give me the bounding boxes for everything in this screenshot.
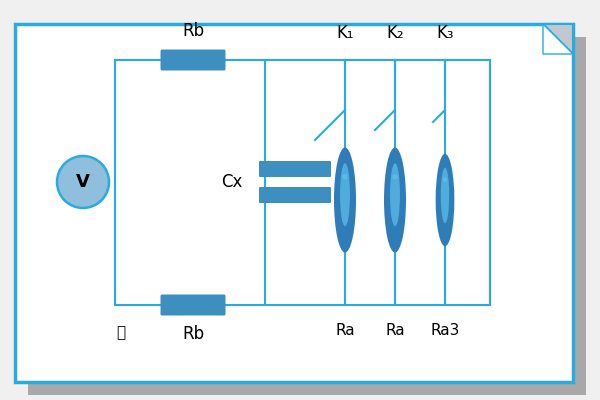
FancyBboxPatch shape [259, 161, 331, 177]
FancyBboxPatch shape [259, 187, 331, 203]
Ellipse shape [441, 168, 449, 223]
Ellipse shape [57, 156, 109, 208]
Ellipse shape [390, 163, 400, 226]
Text: K₃: K₃ [436, 24, 454, 42]
Polygon shape [543, 24, 573, 54]
Text: V: V [76, 173, 90, 191]
Text: Ra: Ra [385, 323, 405, 338]
Ellipse shape [384, 148, 406, 252]
Text: K₂: K₂ [386, 24, 404, 42]
Ellipse shape [436, 154, 454, 246]
Text: 四: 四 [116, 325, 125, 340]
FancyBboxPatch shape [161, 50, 226, 70]
Ellipse shape [443, 177, 448, 182]
Text: Ra3: Ra3 [430, 323, 460, 338]
Ellipse shape [392, 174, 398, 180]
Text: Ra: Ra [335, 323, 355, 338]
Text: Cx: Cx [221, 173, 243, 191]
FancyBboxPatch shape [15, 24, 573, 382]
Ellipse shape [342, 174, 348, 180]
Ellipse shape [340, 163, 350, 226]
Text: K₁: K₁ [336, 24, 354, 42]
Text: Rb: Rb [182, 325, 204, 343]
Polygon shape [543, 24, 573, 54]
Ellipse shape [334, 148, 356, 252]
Text: Rb: Rb [182, 22, 204, 40]
FancyBboxPatch shape [28, 37, 586, 395]
FancyBboxPatch shape [161, 294, 226, 316]
